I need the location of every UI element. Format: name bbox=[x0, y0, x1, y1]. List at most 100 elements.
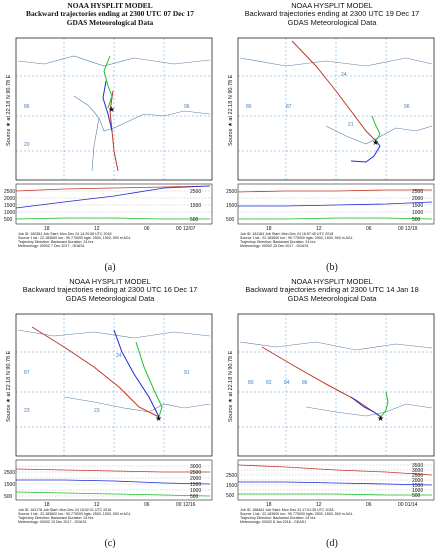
height-tick: 1500 bbox=[4, 482, 15, 488]
info-line: Meteorology: 0000Z 15 Dec 2017 - GDAS1 bbox=[240, 244, 309, 248]
time-tick: 00 12/16 bbox=[176, 502, 196, 508]
height-tick: 1500 bbox=[226, 203, 237, 209]
height-tick: 2500 bbox=[412, 473, 423, 479]
svg-text:80: 80 bbox=[248, 380, 254, 386]
height-tick: 500 bbox=[190, 494, 199, 500]
height-tick: 500 bbox=[190, 217, 199, 223]
svg-text:86: 86 bbox=[246, 104, 252, 110]
time-tick: 18 bbox=[44, 502, 50, 508]
panel-caption: (b) bbox=[326, 262, 338, 273]
svg-text:24: 24 bbox=[341, 72, 347, 78]
info-line: Job ID: 181184 Job Start: Mon Dec 24 16:… bbox=[240, 232, 333, 236]
trajectory-map-c: 87 23 24 91 23 ★ Source ★ at 22.18 N 90.78 E… bbox=[4, 313, 213, 524]
height-tick: 1500 bbox=[412, 203, 423, 209]
height-tick: 500 bbox=[226, 493, 235, 499]
height-tick: 1500 bbox=[190, 482, 201, 488]
height-tick: 2500 bbox=[412, 189, 423, 195]
svg-text:21: 21 bbox=[348, 122, 354, 128]
trajectory-map-d: 80 82 84 86 ★ Source ★ at 22.18 N 90.78 E 2… bbox=[226, 313, 435, 524]
source-label: Source ★ at 22.18 N 90.78 E bbox=[5, 74, 12, 146]
svg-text:20: 20 bbox=[24, 142, 30, 148]
height-tick: 3000 bbox=[190, 464, 201, 470]
time-tick: 12 bbox=[94, 502, 100, 508]
height-tick: 1000 bbox=[190, 488, 201, 494]
panel-data-line: GDAS Meteorological Data bbox=[66, 17, 154, 27]
height-tick: 3500 bbox=[412, 463, 423, 469]
height-tick: 1000 bbox=[4, 210, 15, 216]
height-tick: 500 bbox=[4, 217, 13, 223]
height-tick: 2500 bbox=[190, 189, 201, 195]
height-tick: 2500 bbox=[4, 189, 15, 195]
panel-title: NOAA HYSPLIT MODEL bbox=[67, 1, 153, 10]
svg-text:23: 23 bbox=[94, 408, 100, 414]
height-tick: 500 bbox=[4, 494, 13, 500]
svg-text:★: ★ bbox=[377, 414, 384, 423]
panel-data-line: GDAS Meteorological Data bbox=[287, 293, 377, 303]
source-label: Source ★ at 22.18 N 90.78 E bbox=[227, 350, 234, 422]
source-label: Source ★ at 22.18 N 90.78 E bbox=[5, 350, 12, 422]
time-tick: 18 bbox=[44, 226, 50, 232]
height-tick: 1500 bbox=[412, 483, 423, 489]
panel-d: NOAA HYSPLIT MODEL Backward trajectories… bbox=[226, 277, 438, 549]
height-tick: 1500 bbox=[4, 203, 15, 209]
panel-subtitle: Backward trajectories ending at 2300 UTC… bbox=[22, 285, 198, 295]
info-line: Source 1 lat.: 22.183600 lon.: 90.775000… bbox=[240, 512, 353, 516]
height-tick: 2500 bbox=[190, 470, 201, 476]
height-tick: 500 bbox=[412, 217, 421, 223]
info-line: Trajectory Direction: Backward Duration:… bbox=[18, 516, 94, 520]
info-line: Job ID: 188461 Job Start: Mon Dec 24 17:… bbox=[240, 508, 334, 512]
info-line: Meteorology: 0000Z 8 Jan 2018 - GDAS1 bbox=[240, 520, 306, 524]
panel-subtitle: Backward trajectories ending at 2300 UTC… bbox=[245, 285, 419, 295]
time-tick: 12 bbox=[94, 226, 100, 232]
height-tick: 1000 bbox=[412, 210, 423, 216]
panel-caption: (c) bbox=[104, 538, 116, 549]
height-tick: 2000 bbox=[412, 478, 423, 484]
time-tick: 06 bbox=[144, 502, 150, 508]
info-line: Source 1 lat.: 22.183600 lon.: 90.775000… bbox=[18, 512, 131, 516]
svg-text:86: 86 bbox=[302, 380, 308, 386]
height-tick: 500 bbox=[412, 493, 421, 499]
time-tick: 06 bbox=[144, 226, 150, 232]
svg-text:96: 96 bbox=[184, 104, 190, 110]
height-tick: 2500 bbox=[4, 470, 15, 476]
info-line: Meteorology: 0000Z 7 Dec 2017 - GDAS1 bbox=[18, 244, 85, 248]
time-tick: 12 bbox=[316, 226, 322, 232]
info-line: Job ID: 181178 Job Start: Mon Dec 24 15:… bbox=[18, 508, 111, 512]
panel-title: NOAA HYSPLIT MODEL bbox=[291, 277, 373, 286]
panel-title: NOAA HYSPLIT MODEL bbox=[69, 277, 151, 286]
time-tick: 06 bbox=[366, 226, 372, 232]
height-tick: 1500 bbox=[190, 203, 201, 209]
info-line: Trajectory Direction: Backward Duration:… bbox=[240, 240, 316, 244]
info-line: Trajectory Direction: Backward Duration:… bbox=[18, 240, 94, 244]
svg-text:87: 87 bbox=[24, 370, 30, 376]
svg-text:23: 23 bbox=[24, 408, 30, 414]
svg-text:★: ★ bbox=[108, 105, 115, 114]
height-tick: 2500 bbox=[226, 189, 237, 195]
time-tick: 00 12/07 bbox=[176, 226, 196, 232]
trajectory-map-b: 86 87 96 24 21 ★ Source ★ at 22.18 N 90.78 E… bbox=[226, 37, 435, 248]
panel-subtitle: Backward trajectories ending at 2300 UTC… bbox=[244, 9, 420, 19]
trajectory-map-a: 86 96 20 ★ Source ★ at 22.18 N 90.78 E 250… bbox=[4, 37, 213, 248]
height-tick: 2000 bbox=[4, 196, 15, 202]
time-tick: 06 bbox=[366, 502, 372, 508]
height-tick: 500 bbox=[226, 217, 235, 223]
source-label: Source ★ at 22.18 N 90.78 E bbox=[227, 74, 234, 146]
height-tick: 3000 bbox=[412, 468, 423, 474]
panel-b: NOAA HYSPLIT MODEL Backward trajectories… bbox=[226, 1, 438, 273]
svg-text:★: ★ bbox=[372, 138, 379, 147]
svg-text:24: 24 bbox=[116, 353, 122, 359]
svg-text:91: 91 bbox=[184, 370, 190, 376]
height-tick: 2500 bbox=[226, 473, 237, 479]
svg-text:86: 86 bbox=[24, 104, 30, 110]
panel-c: NOAA HYSPLIT MODEL Backward trajectories… bbox=[4, 277, 216, 549]
height-tick: 1500 bbox=[226, 483, 237, 489]
svg-text:87: 87 bbox=[286, 104, 292, 110]
time-tick: 00 12/19 bbox=[398, 226, 418, 232]
time-tick: 18 bbox=[266, 502, 272, 508]
panel-data-line: GDAS Meteorological Data bbox=[287, 17, 377, 27]
info-line: Job ID: 180381 Job Start: Mon Dec 24 14:… bbox=[18, 232, 112, 236]
time-tick: 00 01/14 bbox=[398, 502, 418, 508]
time-tick: 12 bbox=[316, 502, 322, 508]
height-tick: 2000 bbox=[412, 196, 423, 202]
svg-text:96: 96 bbox=[404, 104, 410, 110]
